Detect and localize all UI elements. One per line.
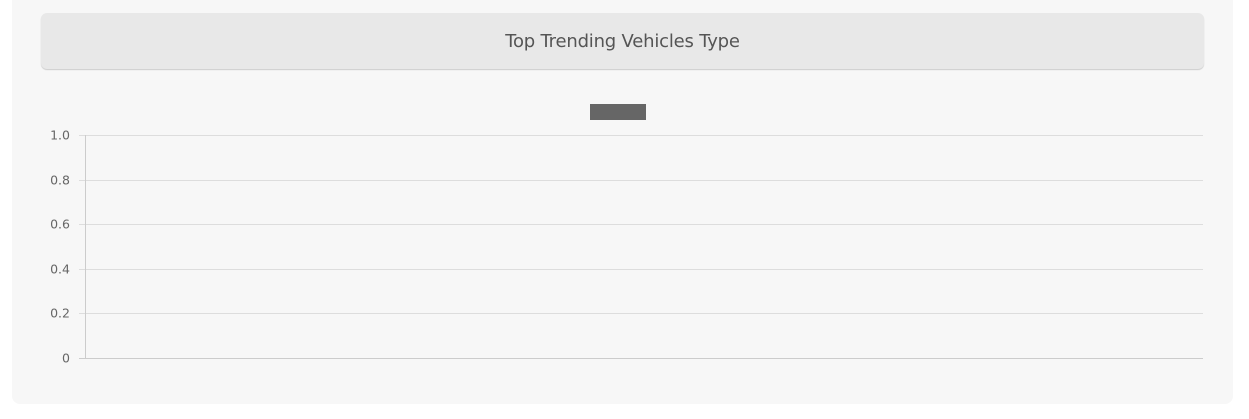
legend <box>590 104 646 120</box>
y-tick-label: 0.4 <box>50 262 70 277</box>
y-tick-label: 1.0 <box>50 128 70 143</box>
chart-card: Top Trending Vehicles Type <box>12 0 1233 404</box>
y-tick-label: 0.2 <box>50 306 70 321</box>
y-tick-labels: 1.0 0.8 0.6 0.4 0.2 0 <box>50 128 70 366</box>
legend-swatch[interactable] <box>590 104 646 120</box>
y-tick-label: 0 <box>62 351 70 366</box>
grid-lines <box>79 135 1203 359</box>
card-header: Top Trending Vehicles Type <box>41 13 1204 69</box>
y-tick-label: 0.6 <box>50 217 70 232</box>
y-tick-label: 0.8 <box>50 173 70 188</box>
card-title: Top Trending Vehicles Type <box>505 30 740 52</box>
